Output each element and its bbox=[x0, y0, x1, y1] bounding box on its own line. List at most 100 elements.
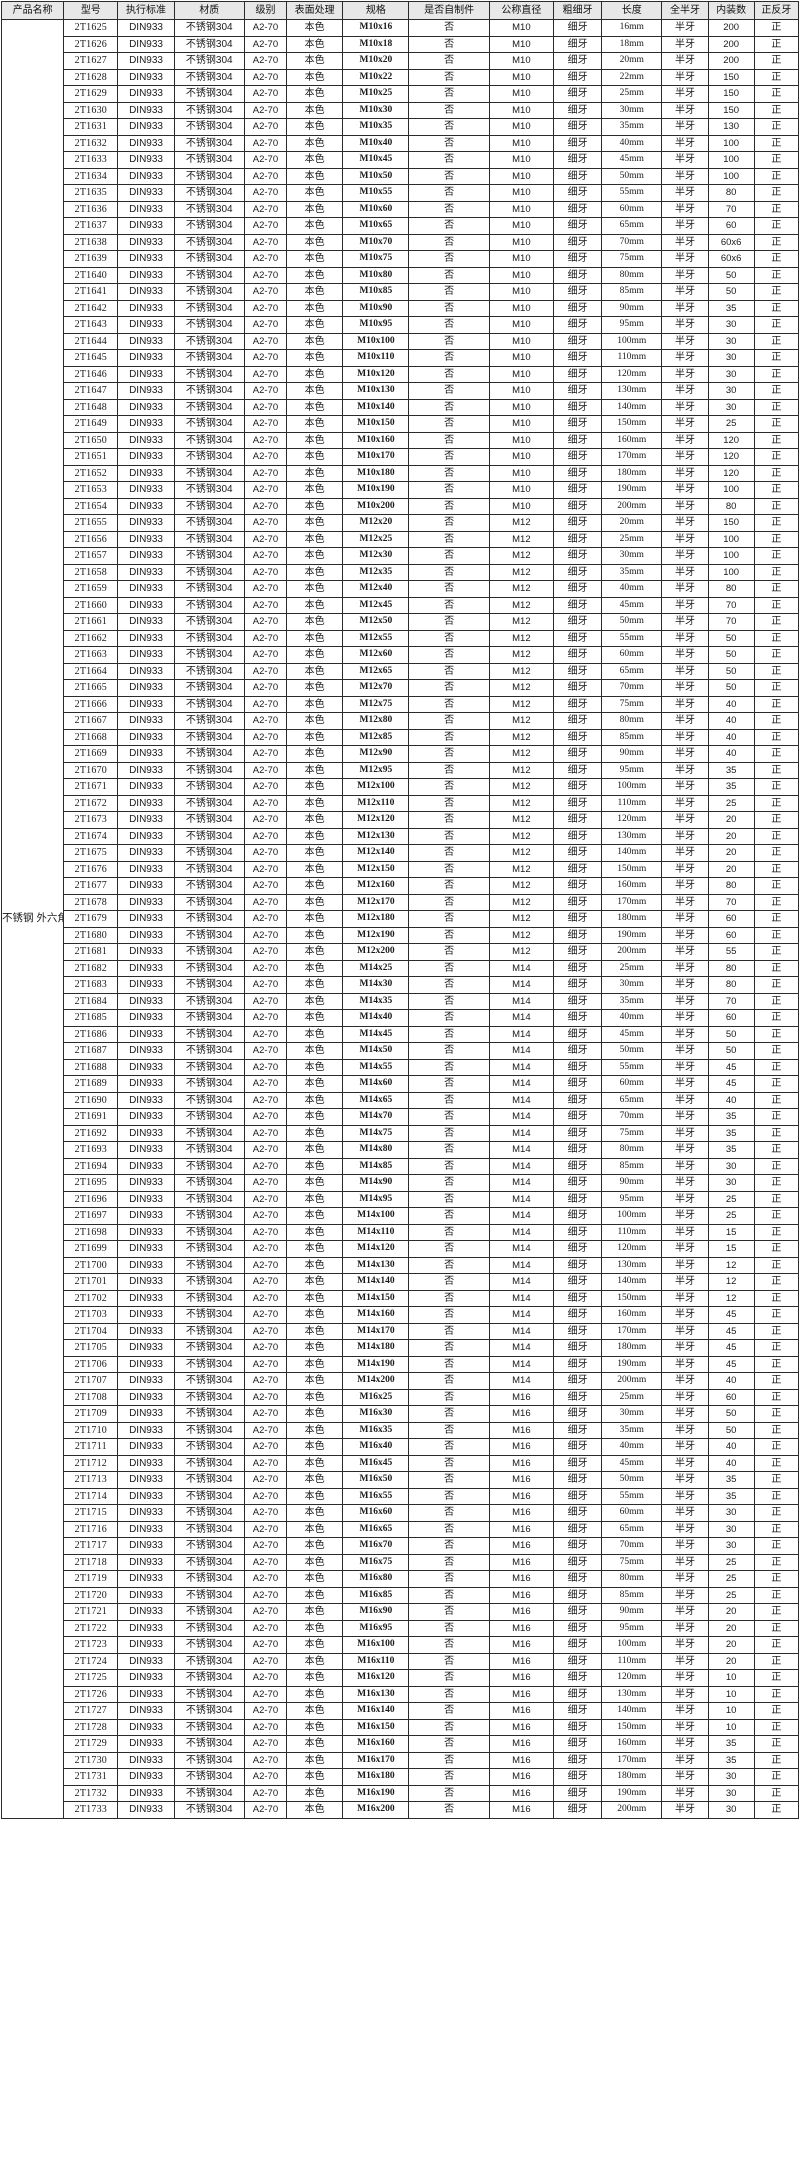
table-row[interactable]: 2T1681 DIN933 不锈钢304 A2-70 本色 M12x200 否 M12 细牙 20… bbox=[2, 943, 800, 961]
table-row[interactable]: 2T1679 DIN933 不锈钢304 A2-70 本色 M12x180 否 M12 细牙 18… bbox=[2, 910, 800, 928]
table-row[interactable]: 2T1677 DIN933 不锈钢304 A2-70 本色 M12x160 否 M12 细牙 16… bbox=[2, 877, 800, 895]
table-row[interactable]: 2T1713 DIN933 不锈钢304 A2-70 本色 M16x50 否 M16 细牙 50m… bbox=[2, 1471, 800, 1489]
table-row[interactable]: 2T1703 DIN933 不锈钢304 A2-70 本色 M14x160 否 M14 细牙 16… bbox=[2, 1306, 800, 1324]
table-row[interactable]: 2T1648 DIN933 不锈钢304 A2-70 本色 M10x140 否 M10 细牙 14… bbox=[2, 398, 800, 416]
table-row[interactable]: 2T1694 DIN933 不锈钢304 A2-70 本色 M14x85 否 M14 细牙 85m… bbox=[2, 1157, 800, 1175]
table-row[interactable]: 2T1682 DIN933 不锈钢304 A2-70 本色 M14x25 否 M14 细牙 25m… bbox=[2, 959, 800, 977]
table-row[interactable]: 2T1629 DIN933 不锈钢304 A2-70 本色 M10x25 否 M10 细牙 25m… bbox=[2, 85, 800, 103]
table-row[interactable]: 2T1686 DIN933 不锈钢304 A2-70 本色 M14x45 否 M14 细牙 45m… bbox=[2, 1025, 800, 1043]
table-row[interactable]: 2T1661 DIN933 不锈钢304 A2-70 本色 M12x50 否 M12 细牙 50m… bbox=[2, 613, 800, 631]
table-row[interactable]: 2T1642 DIN933 不锈钢304 A2-70 本色 M10x90 否 M10 细牙 90m… bbox=[2, 299, 800, 317]
table-row[interactable]: 2T1719 DIN933 不锈钢304 A2-70 本色 M16x80 否 M16 细牙 80m… bbox=[2, 1570, 800, 1588]
table-row[interactable]: 2T1727 DIN933 不锈钢304 A2-70 本色 M16x140 否 M16 细牙 14… bbox=[2, 1702, 800, 1720]
table-row[interactable]: 2T1664 DIN933 不锈钢304 A2-70 本色 M12x65 否 M12 细牙 65m… bbox=[2, 662, 800, 680]
table-row[interactable]: 2T1667 DIN933 不锈钢304 A2-70 本色 M12x80 否 M12 细牙 80m… bbox=[2, 712, 800, 730]
table-row[interactable]: 2T1657 DIN933 不锈钢304 A2-70 本色 M12x30 否 M12 细牙 30m… bbox=[2, 547, 800, 565]
table-row[interactable]: 2T1680 DIN933 不锈钢304 A2-70 本色 M12x190 否 M12 细牙 19… bbox=[2, 926, 800, 944]
table-row[interactable]: 2T1671 DIN933 不锈钢304 A2-70 本色 M12x100 否 M12 细牙 10… bbox=[2, 778, 800, 796]
table-row[interactable]: 2T1633 DIN933 不锈钢304 A2-70 本色 M10x45 否 M10 细牙 45m… bbox=[2, 151, 800, 169]
table-row[interactable]: 2T1723 DIN933 不锈钢304 A2-70 本色 M16x100 否 M16 细牙 10… bbox=[2, 1636, 800, 1654]
table-row[interactable]: 2T1628 DIN933 不锈钢304 A2-70 本色 M10x22 否 M10 细牙 22m… bbox=[2, 68, 800, 86]
table-row[interactable]: 2T1656 DIN933 不锈钢304 A2-70 本色 M12x25 否 M12 细牙 25m… bbox=[2, 530, 800, 548]
table-row[interactable]: 2T1716 DIN933 不锈钢304 A2-70 本色 M16x65 否 M16 细牙 65m… bbox=[2, 1520, 800, 1538]
table-row[interactable]: 2T1687 DIN933 不锈钢304 A2-70 本色 M14x50 否 M14 细牙 50m… bbox=[2, 1042, 800, 1060]
table-row[interactable]: 2T1698 DIN933 不锈钢304 A2-70 本色 M14x110 否 M14 细牙 11… bbox=[2, 1223, 800, 1241]
table-row[interactable]: 2T1655 DIN933 不锈钢304 A2-70 本色 M12x20 否 M12 细牙 20m… bbox=[2, 514, 800, 532]
table-row[interactable]: 2T1630 DIN933 不锈钢304 A2-70 本色 M10x30 否 M10 细牙 30m… bbox=[2, 101, 800, 119]
table-row[interactable]: 2T1659 DIN933 不锈钢304 A2-70 本色 M12x40 否 M12 细牙 40m… bbox=[2, 580, 800, 598]
table-row[interactable]: 2T1654 DIN933 不锈钢304 A2-70 本色 M10x200 否 M10 细牙 20… bbox=[2, 497, 800, 515]
table-row[interactable]: 2T1701 DIN933 不锈钢304 A2-70 本色 M14x140 否 M14 细牙 14… bbox=[2, 1273, 800, 1291]
table-row[interactable]: 2T1718 DIN933 不锈钢304 A2-70 本色 M16x75 否 M16 细牙 75m… bbox=[2, 1553, 800, 1571]
table-row[interactable]: 2T1684 DIN933 不锈钢304 A2-70 本色 M14x35 否 M14 细牙 35m… bbox=[2, 992, 800, 1010]
table-row[interactable]: 2T1729 DIN933 不锈钢304 A2-70 本色 M16x160 否 M16 细牙 16… bbox=[2, 1735, 800, 1753]
table-row[interactable]: 2T1651 DIN933 不锈钢304 A2-70 本色 M10x170 否 M10 细牙 17… bbox=[2, 448, 800, 466]
table-row[interactable]: 2T1652 DIN933 不锈钢304 A2-70 本色 M10x180 否 M10 细牙 18… bbox=[2, 464, 800, 482]
table-row[interactable]: 2T1691 DIN933 不锈钢304 A2-70 本色 M14x70 否 M14 细牙 70m… bbox=[2, 1108, 800, 1126]
table-row[interactable]: 2T1711 DIN933 不锈钢304 A2-70 本色 M16x40 否 M16 细牙 40m… bbox=[2, 1438, 800, 1456]
table-row[interactable]: 2T1674 DIN933 不锈钢304 A2-70 本色 M12x130 否 M12 细牙 13… bbox=[2, 827, 800, 845]
table-row[interactable]: 2T1643 DIN933 不锈钢304 A2-70 本色 M10x95 否 M10 细牙 95m… bbox=[2, 316, 800, 334]
table-row[interactable]: 2T1695 DIN933 不锈钢304 A2-70 本色 M14x90 否 M14 细牙 90m… bbox=[2, 1174, 800, 1192]
table-row[interactable]: 2T1722 DIN933 不锈钢304 A2-70 本色 M16x95 否 M16 细牙 95m… bbox=[2, 1619, 800, 1637]
table-row[interactable]: 2T1641 DIN933 不锈钢304 A2-70 本色 M10x85 否 M10 细牙 85m… bbox=[2, 283, 800, 301]
table-row[interactable]: 2T1699 DIN933 不锈钢304 A2-70 本色 M14x120 否 M14 细牙 12… bbox=[2, 1240, 800, 1258]
table-row[interactable]: 2T1706 DIN933 不锈钢304 A2-70 本色 M14x190 否 M14 细牙 19… bbox=[2, 1355, 800, 1373]
table-row[interactable]: 2T1692 DIN933 不锈钢304 A2-70 本色 M14x75 否 M14 细牙 75m… bbox=[2, 1124, 800, 1142]
table-row[interactable]: 2T1635 DIN933 不锈钢304 A2-70 本色 M10x55 否 M10 细牙 55m… bbox=[2, 184, 800, 202]
table-row[interactable]: 2T1676 DIN933 不锈钢304 A2-70 本色 M12x150 否 M12 细牙 15… bbox=[2, 860, 800, 878]
table-row[interactable]: 2T1693 DIN933 不锈钢304 A2-70 本色 M14x80 否 M14 细牙 80m… bbox=[2, 1141, 800, 1159]
table-row[interactable]: 2T1631 DIN933 不锈钢304 A2-70 本色 M10x35 否 M10 细牙 35m… bbox=[2, 118, 800, 136]
table-row[interactable]: 2T1685 DIN933 不锈钢304 A2-70 本色 M14x40 否 M14 细牙 40m… bbox=[2, 1009, 800, 1027]
table-row[interactable]: 2T1702 DIN933 不锈钢304 A2-70 本色 M14x150 否 M14 细牙 15… bbox=[2, 1289, 800, 1307]
table-row[interactable]: 2T1632 DIN933 不锈钢304 A2-70 本色 M10x40 否 M10 细牙 40m… bbox=[2, 134, 800, 152]
table-row[interactable]: 2T1672 DIN933 不锈钢304 A2-70 本色 M12x110 否 M12 细牙 11… bbox=[2, 794, 800, 812]
table-row[interactable]: 2T1720 DIN933 不锈钢304 A2-70 本色 M16x85 否 M16 细牙 85m… bbox=[2, 1586, 800, 1604]
table-row[interactable]: 2T1704 DIN933 不锈钢304 A2-70 本色 M14x170 否 M14 细牙 17… bbox=[2, 1322, 800, 1340]
table-row[interactable]: 2T1666 DIN933 不锈钢304 A2-70 本色 M12x75 否 M12 细牙 75m… bbox=[2, 695, 800, 713]
table-row[interactable]: 2T1670 DIN933 不锈钢304 A2-70 本色 M12x95 否 M12 细牙 95m… bbox=[2, 761, 800, 779]
table-row[interactable]: 2T1712 DIN933 不锈钢304 A2-70 本色 M16x45 否 M16 细牙 45m… bbox=[2, 1454, 800, 1472]
table-row[interactable]: 2T1637 DIN933 不锈钢304 A2-70 本色 M10x65 否 M10 细牙 65m… bbox=[2, 217, 800, 235]
table-row[interactable]: 2T1660 DIN933 不锈钢304 A2-70 本色 M12x45 否 M12 细牙 45m… bbox=[2, 596, 800, 614]
table-row[interactable]: 2T1721 DIN933 不锈钢304 A2-70 本色 M16x90 否 M16 细牙 90m… bbox=[2, 1603, 800, 1621]
table-row[interactable]: 2T1689 DIN933 不锈钢304 A2-70 本色 M14x60 否 M14 细牙 60m… bbox=[2, 1075, 800, 1093]
table-row[interactable]: 2T1709 DIN933 不锈钢304 A2-70 本色 M16x30 否 M16 细牙 30m… bbox=[2, 1405, 800, 1423]
table-row[interactable]: 2T1668 DIN933 不锈钢304 A2-70 本色 M12x85 否 M12 细牙 85m… bbox=[2, 728, 800, 746]
table-row[interactable]: 2T1690 DIN933 不锈钢304 A2-70 本色 M14x65 否 M14 细牙 65m… bbox=[2, 1091, 800, 1109]
table-row[interactable]: 2T1640 DIN933 不锈钢304 A2-70 本色 M10x80 否 M10 细牙 80m… bbox=[2, 266, 800, 284]
table-row[interactable]: 2T1649 DIN933 不锈钢304 A2-70 本色 M10x150 否 M10 细牙 15… bbox=[2, 415, 800, 433]
table-row[interactable]: 2T1697 DIN933 不锈钢304 A2-70 本色 M14x100 否 M14 细牙 10… bbox=[2, 1207, 800, 1225]
table-row[interactable]: 不锈钢 外六角螺丝2T1625DIN933不锈钢304A2-70本色M10x16… bbox=[0, 19, 800, 1819]
table-row[interactable]: 2T1647 DIN933 不锈钢304 A2-70 本色 M10x130 否 M10 细牙 13… bbox=[2, 382, 800, 400]
table-row[interactable]: 2T1665 DIN933 不锈钢304 A2-70 本色 M12x70 否 M12 细牙 70m… bbox=[2, 679, 800, 697]
table-row[interactable]: 2T1730 DIN933 不锈钢304 A2-70 本色 M16x170 否 M16 细牙 17… bbox=[2, 1751, 800, 1769]
table-row[interactable]: 2T1707 DIN933 不锈钢304 A2-70 本色 M14x200 否 M14 细牙 20… bbox=[2, 1372, 800, 1390]
table-row[interactable]: 2T1650 DIN933 不锈钢304 A2-70 本色 M10x160 否 M10 细牙 16… bbox=[2, 431, 800, 449]
table-row[interactable]: 2T1636 DIN933 不锈钢304 A2-70 本色 M10x60 否 M10 细牙 60m… bbox=[2, 200, 800, 218]
table-row[interactable]: 2T1705 DIN933 不锈钢304 A2-70 本色 M14x180 否 M14 细牙 18… bbox=[2, 1339, 800, 1357]
table-row[interactable]: 2T1634 DIN933 不锈钢304 A2-70 本色 M10x50 否 M10 细牙 50m… bbox=[2, 167, 800, 185]
table-row[interactable]: 2T1662 DIN933 不锈钢304 A2-70 本色 M12x55 否 M12 细牙 55m… bbox=[2, 629, 800, 647]
table-row[interactable]: 2T1724 DIN933 不锈钢304 A2-70 本色 M16x110 否 M16 细牙 11… bbox=[2, 1652, 800, 1670]
table-row[interactable]: 2T1669 DIN933 不锈钢304 A2-70 本色 M12x90 否 M12 细牙 90m… bbox=[2, 745, 800, 763]
table-row[interactable]: 2T1696 DIN933 不锈钢304 A2-70 本色 M14x95 否 M14 细牙 95m… bbox=[2, 1190, 800, 1208]
table-row[interactable]: 2T1673 DIN933 不锈钢304 A2-70 本色 M12x120 否 M12 细牙 12… bbox=[2, 811, 800, 829]
table-row[interactable]: 2T1728 DIN933 不锈钢304 A2-70 本色 M16x150 否 M16 细牙 15… bbox=[2, 1718, 800, 1736]
table-row[interactable]: 2T1646 DIN933 不锈钢304 A2-70 本色 M10x120 否 M10 细牙 12… bbox=[2, 365, 800, 383]
table-row[interactable]: 2T1717 DIN933 不锈钢304 A2-70 本色 M16x70 否 M16 细牙 70m… bbox=[2, 1537, 800, 1555]
table-row[interactable]: 2T1675 DIN933 不锈钢304 A2-70 本色 M12x140 否 M12 细牙 14… bbox=[2, 844, 800, 862]
table-row[interactable]: 2T1732 DIN933 不锈钢304 A2-70 本色 M16x190 否 M16 细牙 19… bbox=[2, 1784, 800, 1802]
table-row[interactable]: 2T1725 DIN933 不锈钢304 A2-70 本色 M16x120 否 M16 细牙 12… bbox=[2, 1669, 800, 1687]
table-row[interactable]: 2T1658 DIN933 不锈钢304 A2-70 本色 M12x35 否 M12 细牙 35m… bbox=[2, 563, 800, 581]
table-row[interactable]: 2T1733 DIN933 不锈钢304 A2-70 本色 M16x200 否 M16 细牙 20… bbox=[2, 1801, 800, 1819]
table-row[interactable]: 2T1710 DIN933 不锈钢304 A2-70 本色 M16x35 否 M16 细牙 35m… bbox=[2, 1421, 800, 1439]
table-row[interactable]: 2T1683 DIN933 不锈钢304 A2-70 本色 M14x30 否 M14 细牙 30m… bbox=[2, 976, 800, 994]
table-row[interactable]: 2T1645 DIN933 不锈钢304 A2-70 本色 M10x110 否 M10 细牙 11… bbox=[2, 349, 800, 367]
table-row[interactable]: 2T1688 DIN933 不锈钢304 A2-70 本色 M14x55 否 M14 细牙 55m… bbox=[2, 1058, 800, 1076]
table-row[interactable]: 2T1653 DIN933 不锈钢304 A2-70 本色 M10x190 否 M10 细牙 19… bbox=[2, 481, 800, 499]
table-row[interactable]: 2T1638 DIN933 不锈钢304 A2-70 本色 M10x70 否 M10 细牙 70m… bbox=[2, 233, 800, 251]
table-row[interactable]: 2T1714 DIN933 不锈钢304 A2-70 本色 M16x55 否 M16 细牙 55m… bbox=[2, 1487, 800, 1505]
table-row[interactable]: 2T1678 DIN933 不锈钢304 A2-70 本色 M12x170 否 M12 细牙 17… bbox=[2, 893, 800, 911]
table-row[interactable]: 2T1663 DIN933 不锈钢304 A2-70 本色 M12x60 否 M12 细牙 60m… bbox=[2, 646, 800, 664]
